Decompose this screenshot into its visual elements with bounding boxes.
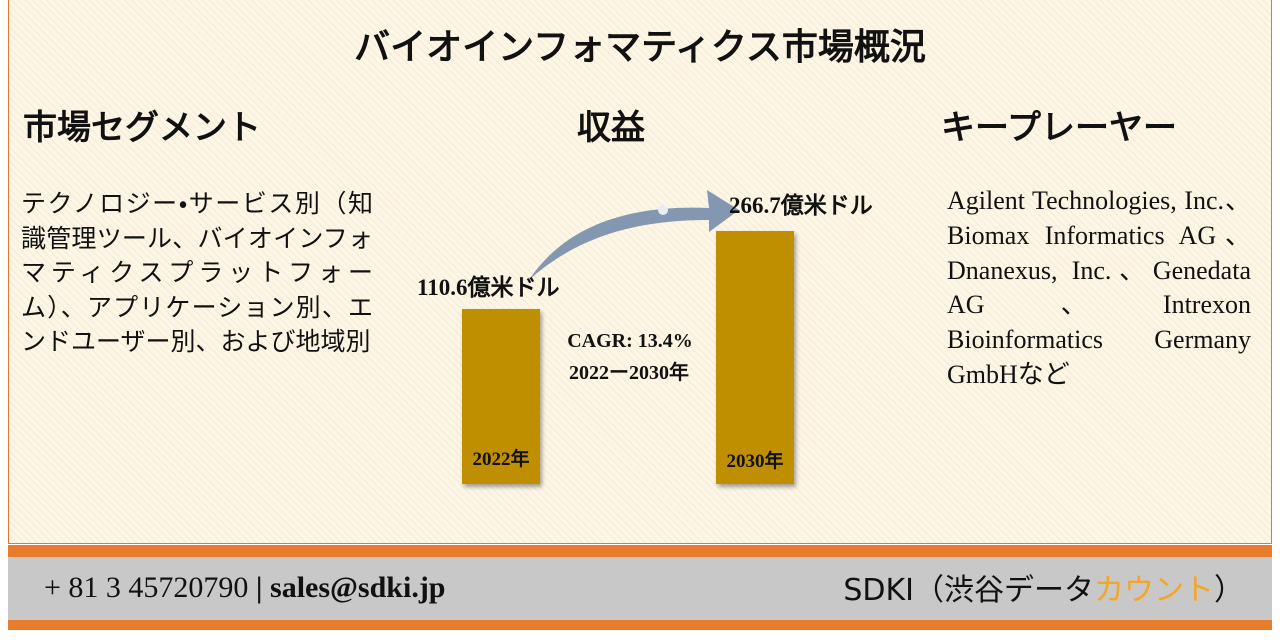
period: 2022ー2030年 xyxy=(569,362,689,384)
bar-2022 xyxy=(462,309,540,484)
email: sales@sdki.jp xyxy=(270,571,446,604)
segments-heading: 市場セグメント xyxy=(23,110,261,147)
phone: + 81 3 45720790 xyxy=(44,571,249,604)
players-heading: キープレーヤー xyxy=(941,110,1177,147)
arrow-dot xyxy=(658,205,668,215)
growth-arrow xyxy=(529,190,739,280)
orange-band-top xyxy=(8,545,1272,557)
revenue-heading: 収益 xyxy=(577,110,645,147)
contact: + 81 3 45720790 | sales@sdki.jp xyxy=(44,571,446,605)
players-text: Agilent Technologies, Inc.、Biomax Inform… xyxy=(947,186,1251,389)
footer: + 81 3 45720790 | sales@sdki.jp SDKI（渋谷デ… xyxy=(8,557,1272,620)
cagr: CAGR: 13.4% xyxy=(567,330,693,352)
end-amount: 266.7億米ドル xyxy=(729,193,873,218)
bar-2030 xyxy=(716,231,794,484)
start-year: 2022年 xyxy=(472,449,530,470)
brand-close: ） xyxy=(1214,573,1244,608)
brand: SDKI（渋谷データカウント） xyxy=(843,565,1244,609)
title: バイオインフォマティクス市場概況 xyxy=(354,27,926,67)
end-year: 2030年 xyxy=(726,451,784,472)
orange-band-bottom xyxy=(8,620,1272,630)
panel: バイオインフォマティクス市場概況 市場セグメント 収益 キープレーヤー テクノロ… xyxy=(8,0,1272,544)
start-amount: 110.6億米ドル xyxy=(417,275,560,300)
arrow-shape xyxy=(529,190,739,280)
separator: | xyxy=(255,571,271,604)
segments-text: テクノロジー・サービス別（知識管理ツール、バイオインフォマティクスプラットフォー… xyxy=(21,191,373,356)
brand-highlight: カウント xyxy=(1094,573,1214,608)
brand-name: SDKI（渋谷データ xyxy=(843,573,1094,608)
